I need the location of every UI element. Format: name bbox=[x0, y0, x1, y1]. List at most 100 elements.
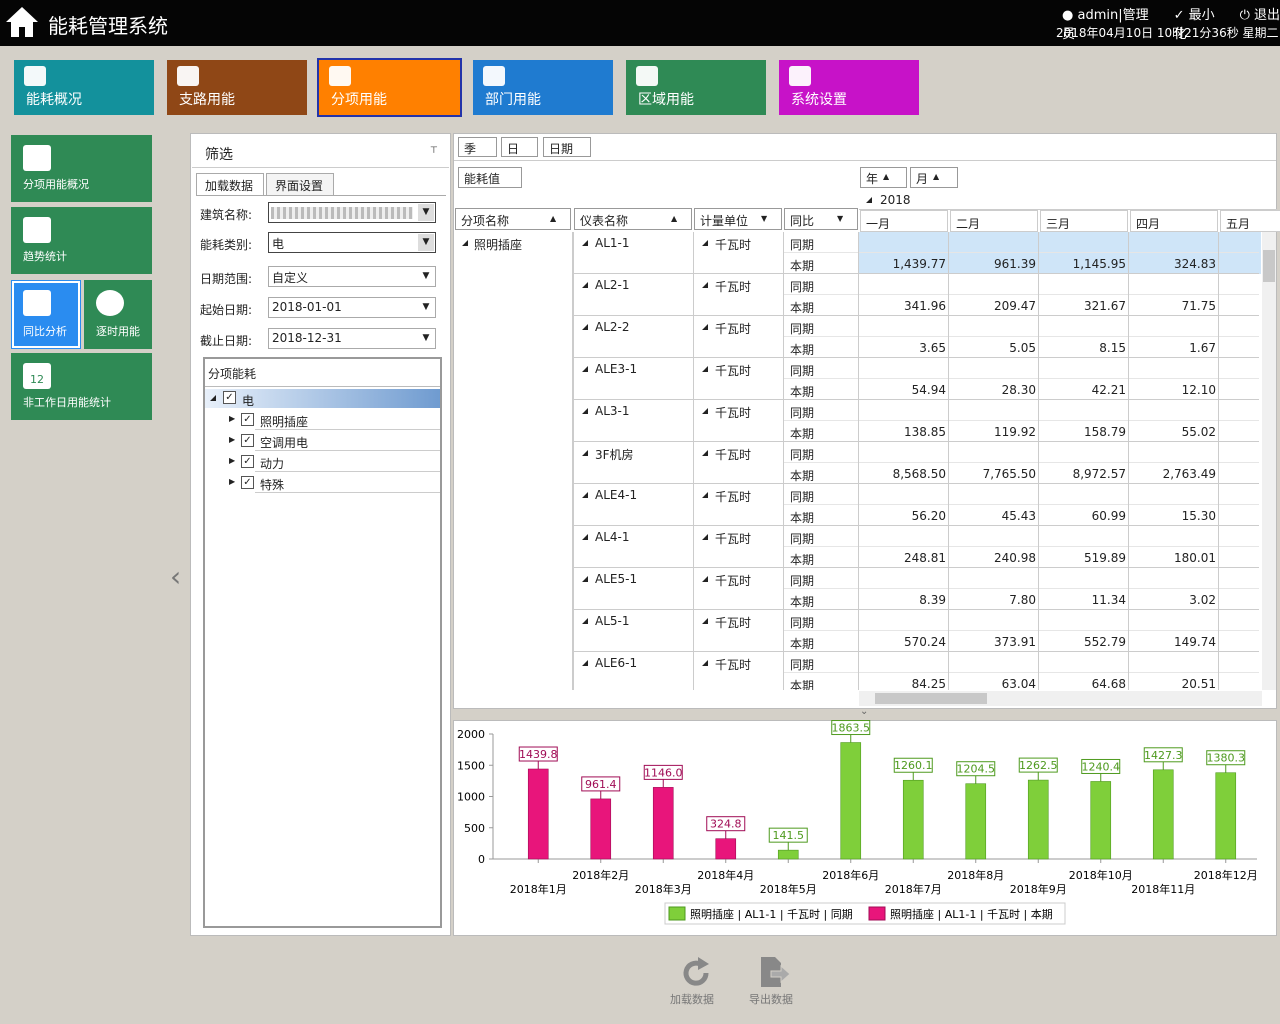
group-field[interactable]: 日期 bbox=[543, 137, 591, 157]
row-header[interactable]: 计量单位 ▼ bbox=[694, 208, 782, 230]
checkbox[interactable]: ✓ bbox=[241, 476, 254, 489]
x-tick-label: 2018年12月 bbox=[1194, 868, 1258, 882]
field-input[interactable]: 自定义 ▼ bbox=[268, 266, 436, 287]
meter-expander: ◢ bbox=[582, 364, 589, 373]
bar bbox=[1027, 779, 1049, 860]
row-header[interactable]: 同比 ▼ bbox=[784, 208, 858, 230]
col-line bbox=[693, 232, 694, 690]
data-label: 1380.3 bbox=[1207, 752, 1246, 765]
tree-item: 动力 bbox=[260, 457, 285, 471]
category-cell bbox=[454, 232, 573, 690]
x-tick-label: 2018年2月 bbox=[572, 868, 629, 882]
nav-tile[interactable]: 区域用能 bbox=[626, 60, 766, 115]
user[interactable]: ● admin|管理员 bbox=[1062, 8, 1149, 42]
checkbox[interactable]: ✓ bbox=[241, 413, 254, 426]
header-actions: ● admin|管理员 ✓ 最小化 ⏻ 退出 bbox=[1062, 4, 1280, 42]
side-icon bbox=[23, 145, 51, 171]
header-name: 同比 bbox=[790, 214, 815, 228]
tree-row-line bbox=[255, 429, 440, 430]
exit-label: 退出 bbox=[1254, 8, 1280, 23]
value-cell: 7,765.50 bbox=[982, 467, 1036, 481]
side-tile[interactable]: 分项用能概况 bbox=[11, 135, 152, 202]
x-tick-label: 2018年1月 bbox=[510, 882, 567, 896]
nav-tile[interactable]: 部门用能 bbox=[473, 60, 613, 115]
data-field[interactable]: 能耗值 bbox=[458, 167, 522, 188]
field-input[interactable]: 电 ▼ bbox=[268, 232, 436, 253]
reload-icon[interactable] bbox=[678, 955, 714, 991]
unit: 千瓦时 bbox=[715, 280, 752, 294]
unit-expander: ◢ bbox=[702, 280, 709, 289]
nav-label: 能耗概况 bbox=[26, 92, 82, 108]
row-header[interactable]: 分项名称 ▲ bbox=[455, 208, 571, 230]
minimize[interactable]: ✓ 最小化 bbox=[1173, 8, 1215, 42]
period: 同期 bbox=[790, 658, 815, 672]
column-field[interactable]: 月 ▲ bbox=[910, 167, 958, 188]
y-tick-label: 1500 bbox=[457, 759, 485, 772]
field-input[interactable]: ▼ bbox=[268, 202, 436, 223]
row-header[interactable]: 仪表名称 ▲ bbox=[574, 208, 692, 230]
filter-tab[interactable]: 界面设置 bbox=[266, 173, 334, 196]
exit[interactable]: ⏻ 退出 bbox=[1239, 8, 1280, 23]
checkbox[interactable]: ✓ bbox=[241, 455, 254, 468]
reload-label[interactable]: 加载数据 bbox=[670, 993, 714, 1006]
label-box bbox=[768, 827, 808, 843]
nav-tile[interactable]: 系统设置 bbox=[779, 60, 919, 115]
checkbox[interactable]: ✓ bbox=[241, 434, 254, 447]
home-icon[interactable] bbox=[4, 5, 40, 39]
pin[interactable]: ⊤ bbox=[430, 146, 438, 156]
side-tile[interactable]: 趋势统计 bbox=[11, 207, 152, 274]
field-input[interactable]: 2018-01-01 ▼ bbox=[268, 297, 436, 318]
unit-expander: ◢ bbox=[702, 658, 709, 667]
unit: 千瓦时 bbox=[715, 616, 752, 630]
period: 本期 bbox=[790, 595, 815, 609]
collapse-arrow[interactable]: ‹ bbox=[170, 560, 182, 593]
checkbox[interactable]: ✓ bbox=[223, 391, 236, 404]
month-header: 五月 bbox=[1220, 210, 1280, 232]
export-label[interactable]: 导出数据 bbox=[749, 993, 793, 1006]
data-label: 1146.0 bbox=[644, 766, 683, 779]
side-tile[interactable]: 非工作日用能统计 12 bbox=[11, 353, 152, 420]
label-box bbox=[956, 761, 996, 777]
field-input[interactable]: 2018-12-31 ▼ bbox=[268, 328, 436, 349]
group-field[interactable]: 季 bbox=[458, 137, 497, 157]
value-cell: 71.75 bbox=[1181, 299, 1216, 313]
tree-expander: ▶ bbox=[229, 456, 236, 465]
nav-tile[interactable]: 支路用能 bbox=[167, 60, 307, 115]
sort-icon: ▲ bbox=[933, 172, 940, 181]
period: 本期 bbox=[790, 553, 815, 567]
header: 能耗管理系统 ● admin|管理员 ✓ 最小化 ⏻ 退出 2018年04月10… bbox=[0, 0, 1280, 46]
side-tile[interactable]: 逐时用能 bbox=[84, 280, 152, 349]
value-cell: 8.39 bbox=[919, 593, 946, 607]
column-field[interactable]: 年 ▲ bbox=[860, 167, 907, 188]
legend-label: 照明插座 | AL1-1 | 千瓦时 | 本期 bbox=[890, 907, 1053, 921]
side-label: 非工作日用能统计 bbox=[23, 396, 111, 409]
meter: 3F机房 bbox=[595, 448, 634, 462]
tree-item: 照明插座 bbox=[260, 415, 309, 429]
row-line bbox=[784, 336, 1259, 337]
col-line bbox=[1038, 232, 1039, 690]
nav-tile[interactable]: 分项用能 bbox=[317, 58, 462, 117]
month-header: 一月 bbox=[860, 210, 948, 232]
splitter[interactable]: ⌄ bbox=[860, 706, 869, 717]
nav-tile[interactable]: 能耗概况 bbox=[14, 60, 154, 115]
value-cell: 519.89 bbox=[1084, 551, 1126, 565]
group-field[interactable]: 日 bbox=[501, 137, 538, 157]
data-label: 1863.5 bbox=[832, 722, 871, 735]
export-icon[interactable] bbox=[757, 955, 793, 991]
filter-tab[interactable]: 加载数据 bbox=[196, 173, 264, 196]
unit: 千瓦时 bbox=[715, 364, 752, 378]
nav-label: 部门用能 bbox=[485, 92, 541, 108]
side-tile[interactable]: 同比分析 bbox=[11, 280, 81, 349]
year-header bbox=[859, 190, 1277, 210]
field-value: 2018-01-01 bbox=[272, 300, 342, 314]
v-scrollbar[interactable] bbox=[1262, 232, 1276, 690]
bar bbox=[840, 742, 862, 860]
dropdown-arrow: ▼ bbox=[418, 204, 434, 221]
year-expander: ◢ bbox=[866, 195, 873, 204]
legend-swatch bbox=[668, 906, 686, 921]
unit-expander: ◢ bbox=[702, 238, 709, 247]
tree-item: 空调用电 bbox=[260, 436, 309, 450]
field-label: 起始日期: bbox=[200, 303, 253, 317]
tree-row-line bbox=[255, 471, 440, 472]
h-scrollbar[interactable] bbox=[859, 691, 1262, 706]
